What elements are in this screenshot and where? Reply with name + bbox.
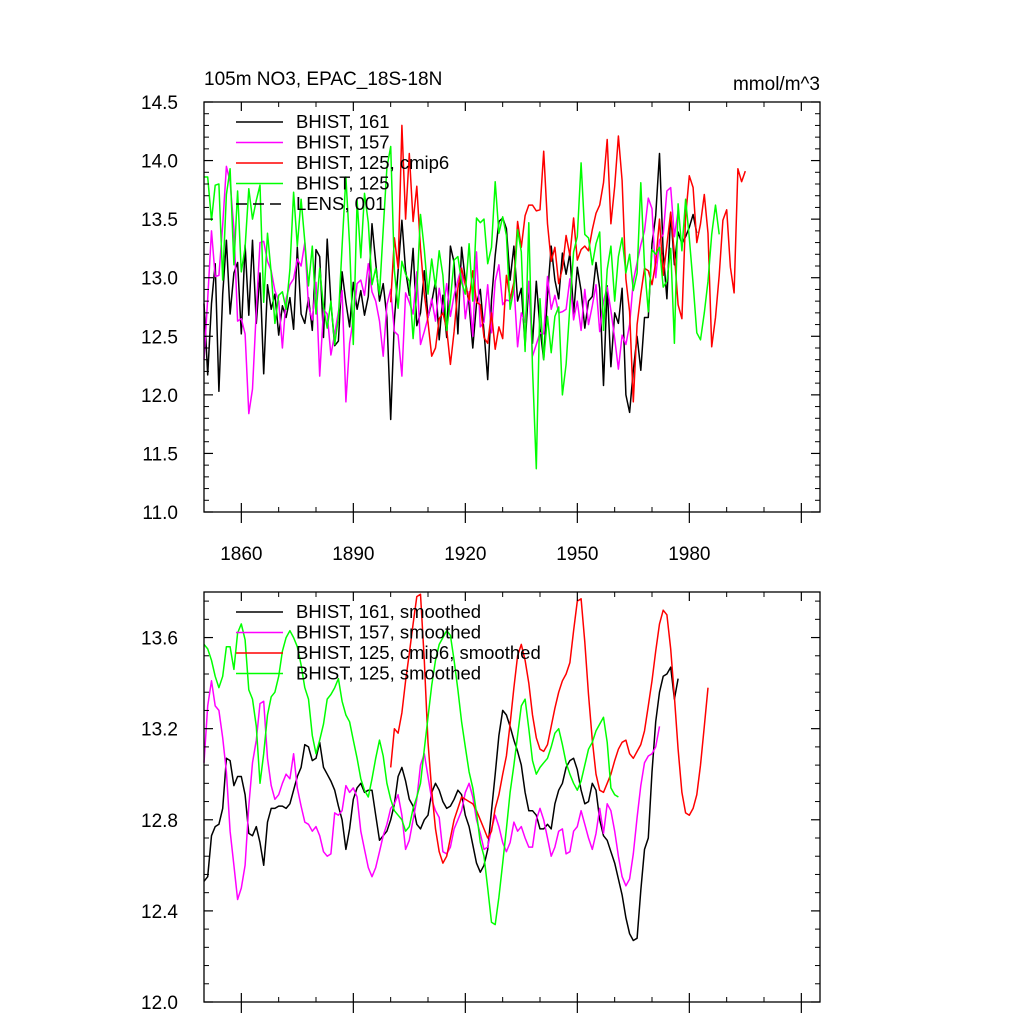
x-tick-label: 1920 bbox=[444, 544, 486, 565]
series-line-3 bbox=[203, 623, 619, 926]
y-tick-label: 14.0 bbox=[141, 152, 178, 173]
bottom-panel-frame bbox=[203, 591, 821, 1003]
x-tick-label: 1980 bbox=[668, 544, 710, 565]
y-tick-label: 11.5 bbox=[142, 444, 178, 465]
top-panel-series bbox=[203, 124, 747, 470]
y-tick-label: 13.0 bbox=[141, 269, 178, 290]
x-tick-label: 1890 bbox=[332, 544, 374, 565]
bottom-panel: 12.0 12.4 12.8 13.2 13.6 BHIST, 161, smoothe… bbox=[141, 591, 821, 1014]
y-tick-label: 11.0 bbox=[142, 503, 178, 524]
series-line-1 bbox=[203, 165, 679, 415]
y-tick-label: 13.5 bbox=[141, 210, 178, 231]
bottom-panel-series bbox=[203, 593, 709, 942]
top-panel-title: 105m NO3, EPAC_18S-18N bbox=[204, 69, 442, 90]
series-line-0 bbox=[203, 152, 698, 421]
legend-label: BHIST, 125 bbox=[296, 173, 390, 194]
y-tick-label: 13.2 bbox=[141, 720, 178, 741]
legend-label: BHIST, 125, smoothed bbox=[296, 663, 481, 684]
y-tick-label: 13.6 bbox=[141, 629, 178, 650]
series-line-3 bbox=[204, 145, 720, 470]
y-tick-label: 14.5 bbox=[141, 93, 178, 114]
y-tick-label: 12.0 bbox=[141, 386, 178, 407]
legend-label: BHIST, 157, smoothed bbox=[296, 622, 481, 643]
top-panel-axes: 11.0 11.5 12.0 12.5 13.0 13.5 14.0 14.5 1860 1890… bbox=[141, 93, 820, 565]
x-tick-label: 1950 bbox=[556, 544, 598, 565]
top-panel-units: mmol/m^3 bbox=[733, 74, 820, 95]
top-panel: 105m NO3, EPAC_18S-18N mmol/m^3 11.0 11.5… bbox=[141, 69, 821, 565]
series-line-1 bbox=[203, 680, 661, 901]
bottom-panel-axes: 12.0 12.4 12.8 13.2 13.6 bbox=[141, 592, 820, 1014]
y-tick-label: 12.5 bbox=[141, 327, 178, 348]
y-tick-label: 12.0 bbox=[141, 993, 178, 1014]
legend-label: BHIST, 125, cmip6 bbox=[296, 152, 449, 173]
legend-label: BHIST, 161 bbox=[296, 111, 390, 132]
series-line-2 bbox=[389, 593, 709, 864]
legend-label: BHIST, 125, cmip6, smoothed bbox=[296, 642, 541, 663]
x-tick-label: 1860 bbox=[220, 544, 262, 565]
top-panel-frame bbox=[203, 101, 821, 513]
y-tick-label: 12.8 bbox=[141, 811, 178, 832]
legend-label: LENS, 001 bbox=[296, 193, 385, 214]
legend-label: BHIST, 157 bbox=[296, 132, 390, 153]
legend-label: BHIST, 161, smoothed bbox=[296, 601, 481, 622]
y-tick-label: 12.4 bbox=[141, 902, 178, 923]
